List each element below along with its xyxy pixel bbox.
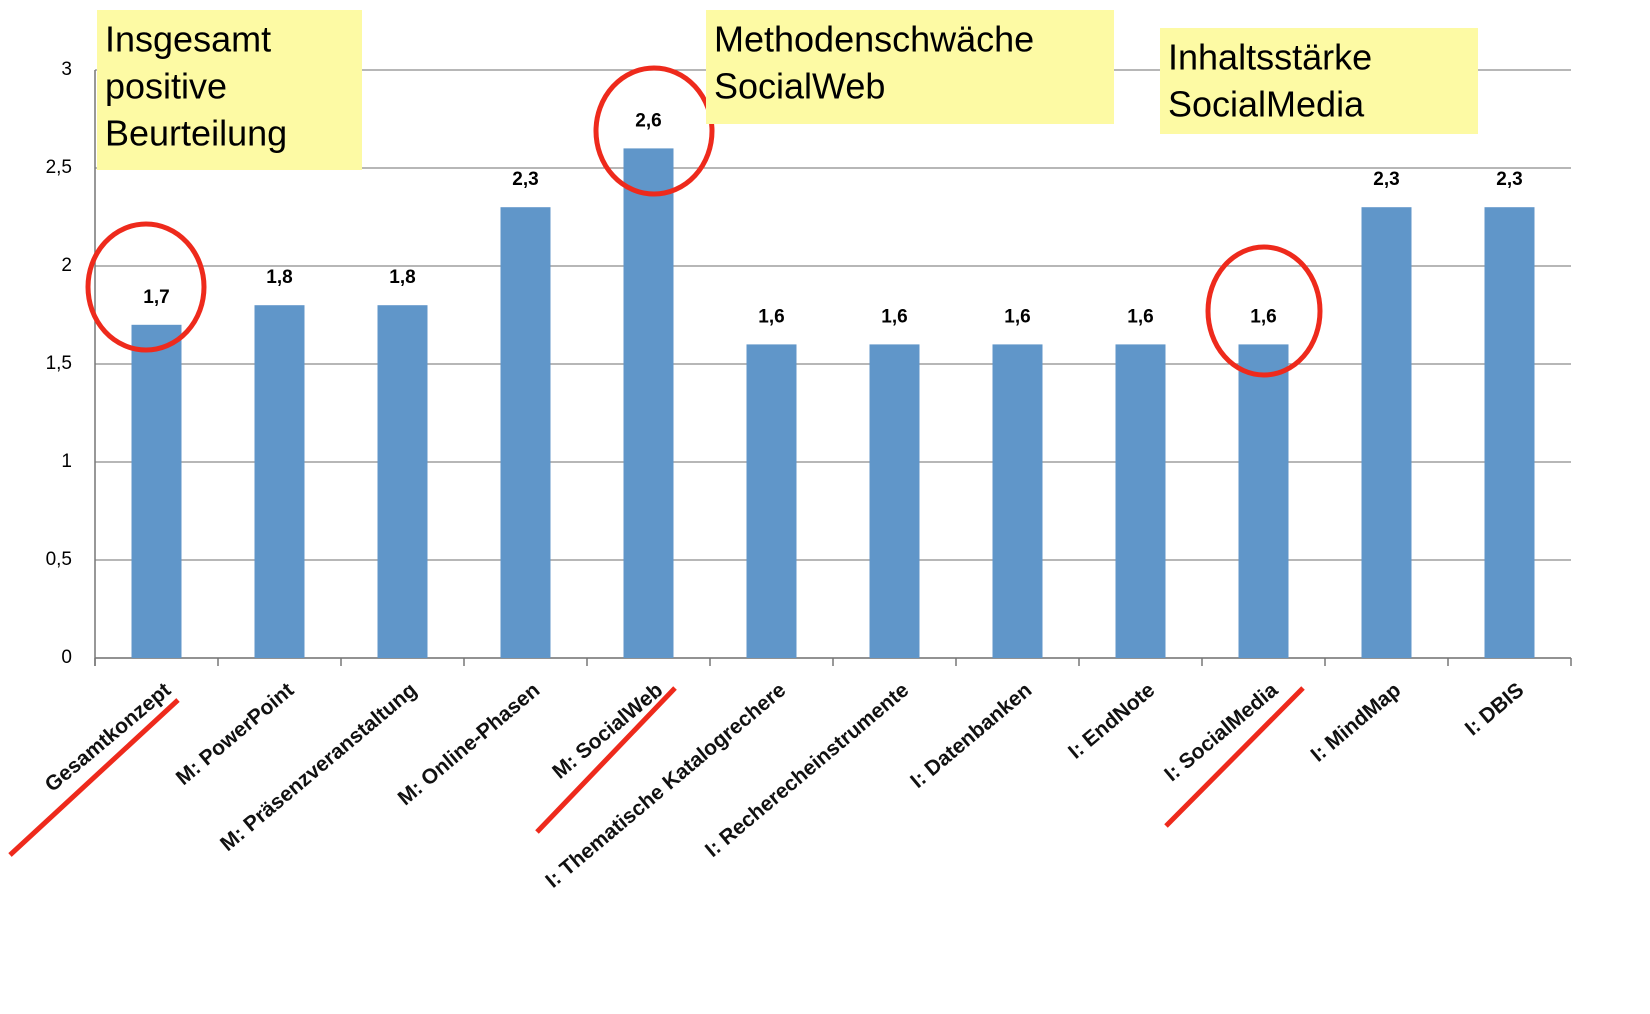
data-label: 2,3	[512, 169, 538, 190]
bar	[131, 324, 182, 658]
x-tick-label: M: Präsenzveranstaltung	[216, 678, 421, 855]
data-label: 1,8	[389, 267, 415, 288]
underline	[8, 698, 180, 857]
bar	[1484, 207, 1535, 658]
x-tick-label: M: SocialWeb	[548, 678, 667, 783]
underline	[535, 686, 677, 834]
data-label: 1,6	[1004, 306, 1030, 327]
y-tick-label: 0	[61, 647, 72, 668]
data-label: 1,7	[143, 287, 169, 308]
annotation-text: Inhaltsstärke	[1168, 37, 1372, 78]
y-tick-label: 1	[61, 451, 72, 472]
y-tick-label: 1,5	[46, 353, 72, 374]
bar	[500, 207, 551, 658]
x-tick-label: I: Recherecheinstrumente	[701, 678, 913, 861]
x-tick-label: I: DBIS	[1461, 678, 1529, 740]
annotation-box	[97, 10, 362, 170]
bar	[992, 344, 1043, 658]
x-tick-label: Gesamtkonzept	[41, 678, 176, 796]
annotation-box	[1160, 28, 1478, 134]
annotation-text: Beurteilung	[105, 113, 287, 154]
bar	[746, 344, 797, 658]
highlight-circle	[593, 65, 715, 197]
bar	[1361, 207, 1412, 658]
data-label: 2,3	[1373, 169, 1399, 190]
annotation-box	[706, 10, 1114, 124]
data-label: 1,6	[881, 306, 907, 327]
highlight-circle	[85, 221, 207, 353]
y-tick-label: 2	[61, 255, 72, 276]
bar	[1238, 344, 1289, 658]
bar	[377, 305, 428, 658]
underline	[1164, 686, 1305, 828]
annotation-text: SocialMedia	[1168, 84, 1365, 125]
data-label: 1,8	[266, 267, 292, 288]
annotations: Insgesamt positive Beurteilung Methodenschw…	[97, 10, 1478, 170]
annotation-text: SocialWeb	[714, 66, 885, 107]
annotation-text: Insgesamt	[105, 19, 271, 60]
bar	[869, 344, 920, 658]
y-tick-label: 3	[61, 59, 72, 80]
data-label: 2,6	[635, 110, 661, 131]
data-label: 1,6	[1127, 306, 1153, 327]
plot: 0 0,5 1 1,5 2 2,5 3 Gesamtkonzept 1,7 M: PowerPoi…	[41, 59, 1572, 893]
annotation-text: Methodenschwäche	[714, 19, 1034, 60]
highlight-circle	[1205, 244, 1323, 378]
y-tick-label: 0,5	[46, 549, 72, 570]
data-label: 2,3	[1496, 169, 1522, 190]
x-tick-label: I: MindMap	[1306, 678, 1405, 766]
x-tick-label: I: EndNote	[1064, 678, 1159, 763]
x-tick-label: M: PowerPoint	[172, 678, 299, 789]
bar	[1115, 344, 1166, 658]
x-tick-label: I: Datenbanken	[906, 678, 1036, 792]
bar	[254, 305, 305, 658]
highlights	[8, 65, 1323, 857]
data-label: 1,6	[758, 306, 784, 327]
data-label: 1,6	[1250, 306, 1276, 327]
y-tick-label: 2,5	[46, 157, 72, 178]
annotation-text: positive	[105, 66, 227, 107]
bar	[623, 148, 674, 658]
